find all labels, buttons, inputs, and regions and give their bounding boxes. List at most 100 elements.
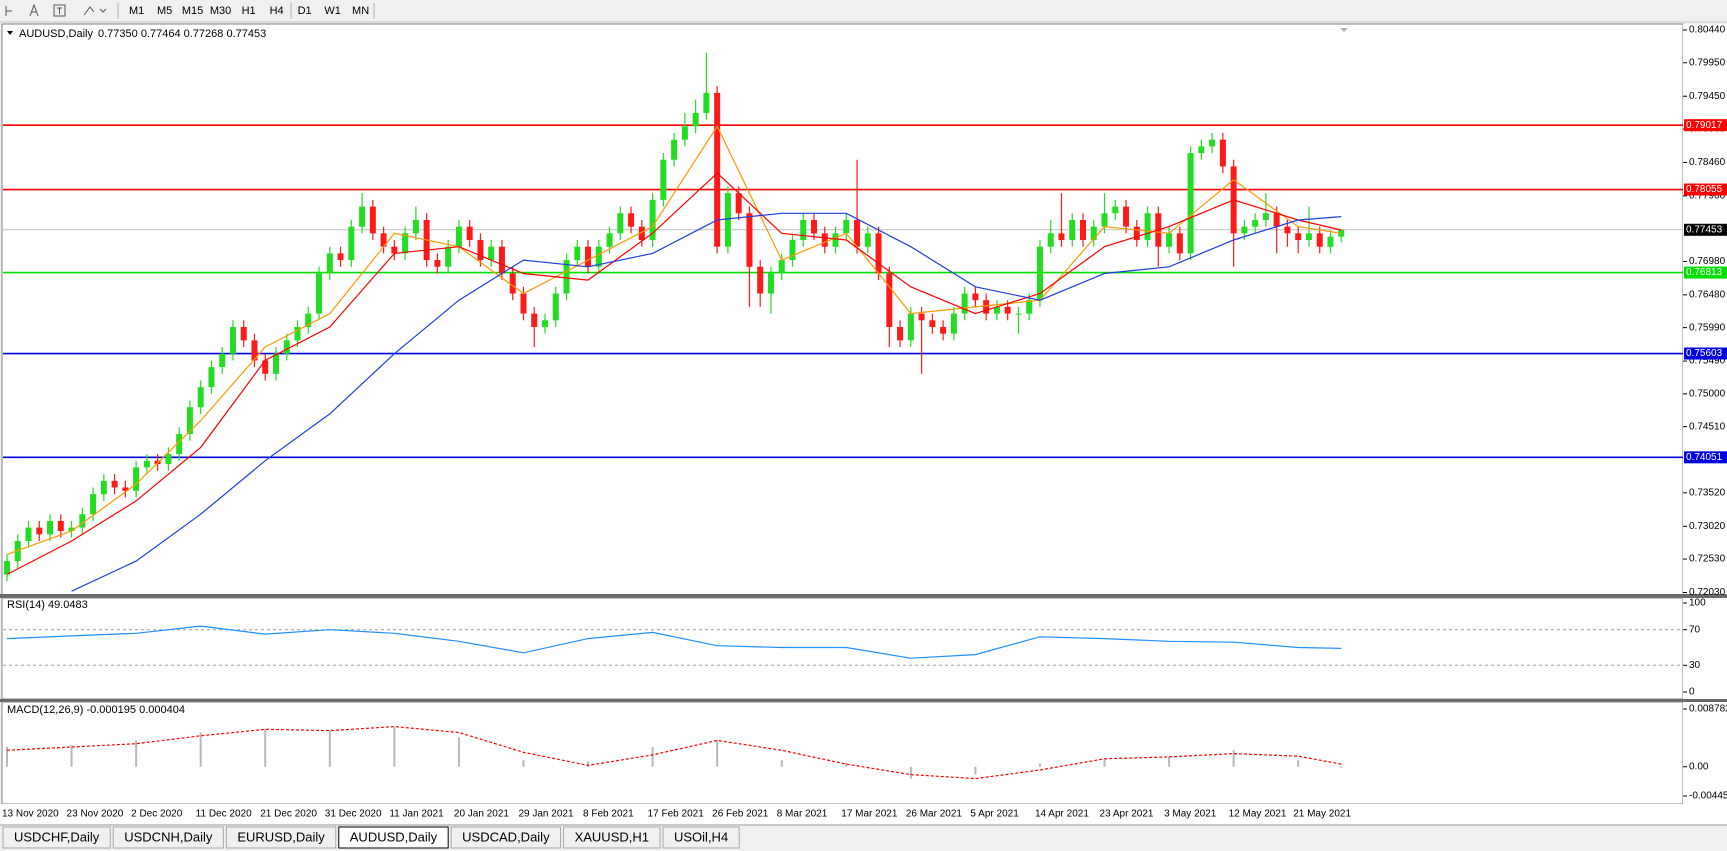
candle-body: [606, 233, 613, 247]
toolbar: [0, 0, 1727, 22]
tab-background: [450, 826, 562, 849]
candle-body: [359, 206, 366, 227]
candle-body: [897, 326, 904, 341]
tab[interactable]: XAUUSD,H1: [563, 826, 661, 849]
tab-background: [338, 826, 449, 849]
candle-body: [1069, 219, 1076, 241]
macd-histogram-bar: [393, 727, 396, 767]
macd-histogram-bar: [70, 745, 73, 767]
tab-label: USDCAD,Daily: [462, 829, 550, 844]
candle-body: [219, 353, 226, 368]
candle-body: [746, 213, 753, 267]
tab-label: AUDUSD,Daily: [350, 829, 438, 844]
candle-body: [90, 494, 97, 515]
macd-histogram-bar: [1103, 758, 1106, 767]
candle-body: [1080, 219, 1086, 241]
y-tick-label: 0.72030: [1689, 587, 1726, 598]
candle-body: [1209, 139, 1216, 147]
tab[interactable]: AUDUSD,Daily: [338, 826, 449, 849]
timeframe-button[interactable]: M5: [157, 5, 172, 17]
macd-histogram-bar: [909, 766, 912, 779]
timeframe-button[interactable]: M30: [210, 5, 231, 17]
y-tick-label: 0.75490: [1689, 356, 1726, 367]
tab[interactable]: USDCHF,Daily: [2, 826, 111, 849]
price-level-label: 0.79017: [1686, 120, 1723, 131]
panel-separator: [0, 699, 1727, 702]
date-label: 12 May 2021: [1229, 809, 1287, 820]
tab[interactable]: USDCAD,Daily: [450, 826, 562, 849]
candle-body: [348, 226, 355, 261]
candle-body: [402, 233, 409, 254]
tab-background: [225, 826, 337, 849]
macd-histogram-bar: [328, 730, 331, 767]
candle-body: [133, 467, 140, 491]
macd-histogram-bar: [587, 761, 590, 767]
icon-text[interactable]: [29, 3, 39, 17]
toolbar-icons: [5, 3, 107, 17]
candle-body: [391, 246, 398, 254]
icon-crosshair[interactable]: [5, 6, 12, 16]
candle-body: [1327, 236, 1334, 247]
date-label: 14 Apr 2021: [1035, 809, 1089, 820]
candle-body: [1166, 233, 1173, 247]
candle-body: [1133, 226, 1140, 241]
date-label: 23 Nov 2020: [67, 809, 124, 820]
price-level-label: 0.76813: [1686, 267, 1723, 278]
y-tick-label: 30: [1689, 660, 1701, 671]
candle-body: [811, 219, 817, 234]
candle-body: [1112, 206, 1119, 214]
timeframe-button[interactable]: M1: [129, 5, 144, 17]
candle-body: [455, 226, 462, 247]
tab-label: USDCNH,Daily: [124, 829, 213, 844]
candle-body: [251, 340, 258, 361]
y-tick-label: 0.75000: [1689, 388, 1726, 399]
date-label: 11 Dec 2020: [196, 809, 252, 820]
candle-body: [240, 326, 247, 341]
candle-body: [1295, 233, 1302, 241]
candle-body: [498, 246, 505, 274]
tab-label: XAUUSD,H1: [575, 829, 649, 844]
y-tick-label: -0.004451: [1689, 791, 1727, 802]
candle-body: [1176, 233, 1183, 254]
candle-body: [466, 226, 473, 241]
date-label: 29 Jan 2021: [518, 809, 573, 820]
candle-body: [1026, 300, 1033, 314]
y-tick-label: 0.73520: [1689, 487, 1726, 498]
macd-histogram-bar: [199, 732, 202, 767]
macd-histogram-bar: [264, 728, 267, 767]
candle-body: [660, 159, 667, 200]
timeframe-button[interactable]: MN: [352, 5, 369, 17]
timeframe-button[interactable]: D1: [298, 5, 312, 17]
timeframe-button[interactable]: M15: [182, 5, 203, 17]
macd-histogram-bar: [974, 766, 977, 775]
candle-body: [854, 219, 861, 247]
tab[interactable]: USOil,H4: [662, 826, 740, 849]
macd-histogram-bar: [1168, 756, 1171, 767]
icon-shapes[interactable]: [83, 6, 107, 16]
timeframe-button[interactable]: H1: [242, 5, 256, 17]
candle-body: [520, 293, 527, 314]
price-level-label: 0.74051: [1686, 452, 1723, 463]
candle-body: [703, 92, 710, 113]
tab[interactable]: USDCNH,Daily: [112, 826, 224, 849]
candle-body: [1198, 146, 1205, 154]
icon-label[interactable]: [53, 4, 66, 17]
timeframe-button[interactable]: W1: [324, 5, 341, 17]
candle-body: [574, 246, 581, 261]
candle-body: [262, 360, 269, 374]
title-dropdown[interactable]: [7, 31, 13, 35]
candle-body: [445, 246, 452, 267]
candle-body: [509, 273, 516, 294]
date-label: 13 Nov 2020: [2, 809, 59, 820]
y-tick-label: 0.76480: [1689, 290, 1726, 301]
candle-body: [1144, 213, 1151, 241]
candle-body: [1273, 213, 1280, 227]
y-tick-label: 100: [1689, 598, 1706, 609]
last-price-tag: [1684, 223, 1727, 236]
candle-body: [821, 233, 828, 247]
timeframe-button[interactable]: H4: [270, 5, 284, 17]
candle-body: [25, 527, 32, 541]
tab[interactable]: EURUSD,Daily: [225, 826, 337, 849]
main-chart-panel: [1, 23, 1684, 596]
